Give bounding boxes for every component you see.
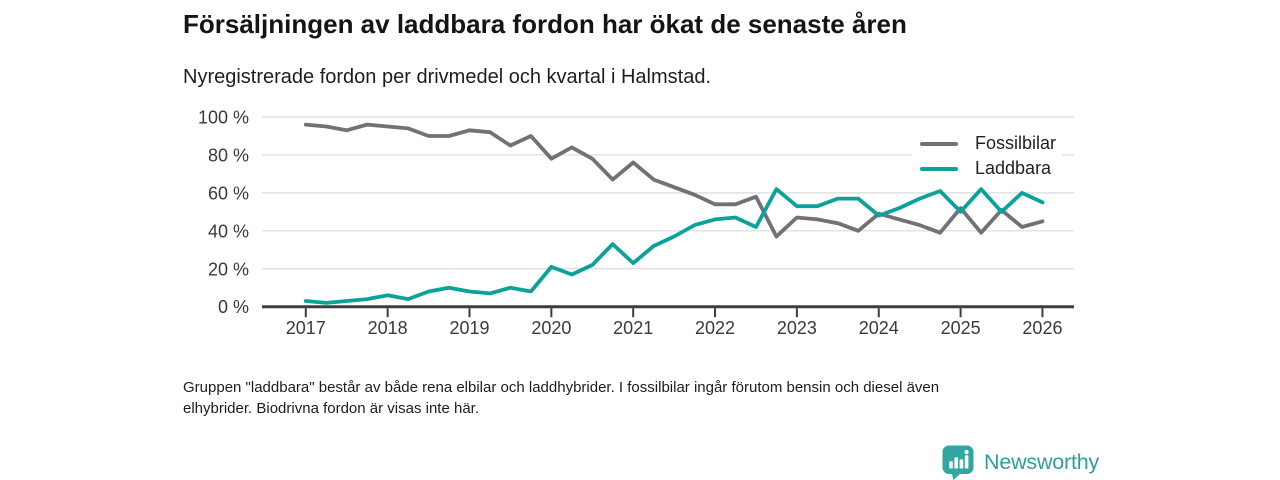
chart-subtitle: Nyregistrerade fordon per drivmedel och … (183, 66, 711, 88)
svg-text:2019: 2019 (449, 318, 489, 338)
brand-name: Newsworthy (984, 449, 1100, 474)
svg-text:2023: 2023 (777, 318, 817, 338)
svg-text:80 %: 80 % (208, 145, 249, 165)
legend-label: Laddbara (975, 158, 1052, 178)
svg-text:40 %: 40 % (208, 221, 249, 241)
chart-footnote: Gruppen "laddbara" består av både rena e… (183, 377, 939, 419)
svg-text:0 %: 0 % (218, 297, 249, 317)
legend-item-laddbara: Laddbara (920, 156, 1056, 181)
chart-legend: Fossilbilar Laddbara (912, 128, 1063, 186)
svg-text:20 %: 20 % (208, 259, 249, 279)
x-axis: 2017 2018 2019 2020 2021 2022 2023 2024 2025 2026 (286, 308, 1062, 338)
series-line-laddbara (303, 187, 1045, 305)
laddbara-line-swatch (920, 166, 958, 171)
footnote-line-1: Gruppen "laddbara" består av både rena e… (183, 379, 940, 396)
newsworthy-logo[interactable]: Newsworthy (941, 444, 1099, 480)
svg-text:60 %: 60 % (208, 183, 249, 203)
fossilbilar-line-swatch (920, 141, 958, 146)
svg-text:2020: 2020 (531, 318, 571, 338)
footnote-line-2: elhybrider. Biodrivna fordon är visas in… (183, 400, 479, 417)
svg-text:2021: 2021 (613, 318, 653, 338)
svg-text:2024: 2024 (859, 318, 899, 338)
legend-label: Fossilbilar (975, 133, 1057, 153)
svg-text:2018: 2018 (368, 318, 408, 338)
svg-text:100 %: 100 % (198, 108, 249, 128)
legend-item-fossilbilar: Fossilbilar (920, 131, 1056, 156)
svg-text:2022: 2022 (695, 318, 735, 338)
bar-chart-speech-bubble-icon (942, 445, 974, 480)
svg-text:2026: 2026 (1022, 318, 1062, 338)
chart-title: Försäljningen av laddbara fordon har öka… (183, 9, 907, 39)
svg-text:2025: 2025 (941, 318, 981, 338)
series-line-fossilbilar (303, 122, 1045, 239)
svg-text:2017: 2017 (286, 318, 326, 338)
